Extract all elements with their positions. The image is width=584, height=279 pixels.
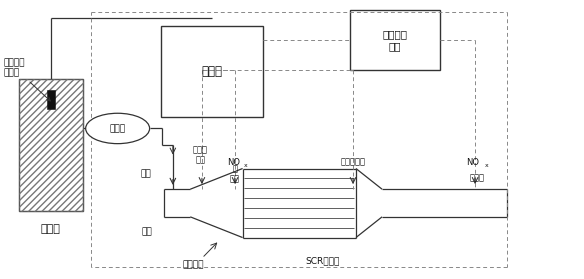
Text: 尿素泵: 尿素泵: [110, 124, 126, 133]
Text: 尿素液位
传感器: 尿素液位 传感器: [4, 58, 50, 101]
Bar: [19, 79, 83, 211]
Text: 导流装置: 导流装置: [182, 261, 204, 270]
Text: 弯管: 弯管: [140, 170, 151, 179]
Text: x: x: [485, 163, 489, 168]
Text: 喷射控制
单元: 喷射控制 单元: [383, 29, 408, 51]
Bar: [161, 26, 263, 117]
Text: 发动机: 发动机: [201, 65, 223, 78]
Bar: [19, 79, 83, 211]
Text: 传感器: 传感器: [470, 174, 484, 183]
Text: 温度传感器: 温度传感器: [340, 157, 366, 166]
Bar: [350, 10, 440, 70]
Text: 温度传
感器: 温度传 感器: [193, 145, 208, 164]
Text: 传
感器: 传 感器: [230, 164, 240, 184]
Text: x: x: [244, 163, 248, 168]
Text: 尿素箱: 尿素箱: [41, 224, 61, 234]
Text: NO: NO: [227, 158, 240, 167]
Text: NO: NO: [465, 158, 479, 167]
Text: SCR催化器: SCR催化器: [305, 256, 340, 266]
Bar: [47, 90, 55, 109]
Circle shape: [86, 113, 150, 144]
Text: 喷嘴: 喷嘴: [141, 228, 152, 237]
